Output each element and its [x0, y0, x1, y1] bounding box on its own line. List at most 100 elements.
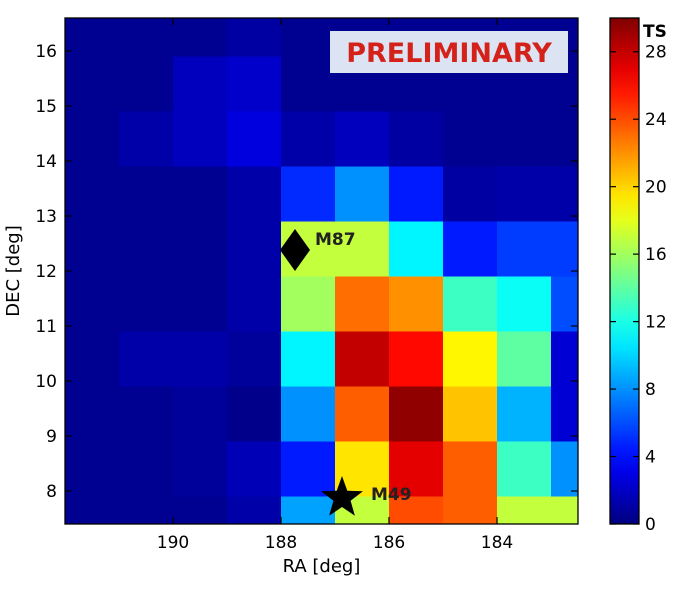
heatmap-cell	[65, 18, 120, 57]
heatmap-cell	[497, 441, 552, 497]
heatmap-cell	[335, 386, 390, 442]
y-axis: 8 9 10 11 12 13 14 15 16	[35, 42, 578, 502]
heatmap-cell	[119, 166, 174, 222]
heatmap-cell	[173, 18, 228, 57]
y-tick-label: 15	[35, 97, 57, 117]
preliminary-background	[330, 31, 568, 73]
colorbar-tick-label: 12	[645, 313, 667, 333]
colorbar-tick-label: 0	[645, 515, 656, 535]
heatmap-cell	[389, 276, 444, 332]
heatmap-cell	[119, 221, 174, 277]
x-axis: 190 188 186 184	[157, 18, 513, 553]
heatmap-cell	[119, 18, 174, 57]
heatmap-cell	[173, 331, 228, 387]
heatmap-cells	[65, 18, 579, 525]
y-tick-label: 11	[35, 317, 57, 337]
colorbar-ticks: 0 4 8 12 16 20 24 28	[610, 43, 667, 535]
heatmap-cell	[173, 166, 228, 222]
heatmap-cell	[389, 331, 444, 387]
colorbar-tick-label: 8	[645, 380, 656, 400]
y-tick-label: 8	[46, 482, 57, 502]
preliminary-text: PRELIMINARY	[346, 38, 552, 69]
heatmap-cell	[551, 386, 579, 442]
y-tick-label: 14	[35, 152, 57, 172]
heatmap-cell	[119, 56, 174, 112]
heatmap-cell	[227, 111, 282, 167]
heatmap-cell	[173, 221, 228, 277]
y-tick-label: 13	[35, 207, 57, 227]
heatmap-cell	[335, 111, 390, 167]
heatmap-cell	[65, 276, 120, 332]
heatmap-cell	[443, 276, 498, 332]
heatmap-cell	[281, 56, 336, 112]
heatmap-cell	[497, 386, 552, 442]
heatmap-cell	[389, 111, 444, 167]
heatmap-cell	[443, 386, 498, 442]
heatmap-cell	[65, 166, 120, 222]
heatmap-cell	[551, 331, 579, 387]
heatmap-cell	[173, 496, 228, 525]
y-tick-label: 9	[46, 427, 57, 447]
x-axis-label: RA [deg]	[283, 556, 361, 577]
x-tick-label: 184	[481, 533, 513, 553]
colorbar	[609, 17, 640, 525]
x-tick-label: 188	[265, 533, 297, 553]
heatmap-cell	[173, 441, 228, 497]
colorbar-tick-label: 4	[645, 448, 656, 468]
heatmap-cell	[281, 111, 336, 167]
heatmap-cell	[173, 386, 228, 442]
heatmap-cell	[227, 441, 282, 497]
heatmap-cell	[551, 276, 579, 332]
heatmap-cell	[65, 496, 120, 525]
heatmap-cell	[119, 111, 174, 167]
heatmap-cell	[335, 166, 390, 222]
colorbar-tick-label: 20	[645, 178, 667, 198]
heatmap-cell	[119, 386, 174, 442]
colorbar-title: TS	[643, 22, 667, 42]
heatmap-cell	[227, 56, 282, 112]
y-axis-label: DEC [deg]	[3, 225, 24, 317]
heatmap-cell	[497, 331, 552, 387]
source-markers: M87 M49	[280, 229, 412, 516]
heatmap-cell	[281, 166, 336, 222]
heatmap-cell	[227, 221, 282, 277]
y-tick-label: 10	[35, 372, 57, 392]
preliminary-annotation: PRELIMINARY	[330, 31, 568, 73]
m49-label: M49	[371, 485, 412, 505]
heatmap-cell	[227, 166, 282, 222]
colorbar-tick-label: 24	[645, 110, 667, 130]
heatmap-cell	[119, 496, 174, 525]
heatmap-cell	[65, 331, 120, 387]
heatmap-cell	[227, 496, 282, 525]
heatmap-cell	[65, 111, 120, 167]
heatmap-cell	[497, 111, 552, 167]
heatmap-cell	[443, 111, 498, 167]
heatmap-cell	[551, 166, 579, 222]
heatmap-cell	[65, 221, 120, 277]
m87-label: M87	[315, 230, 356, 250]
heatmap-cell	[443, 166, 498, 222]
heatmap-cell	[335, 331, 390, 387]
m49-star-marker	[321, 476, 363, 516]
heatmap-cell	[173, 111, 228, 167]
heatmap-cell	[281, 18, 336, 57]
heatmap-cell	[335, 221, 390, 277]
heatmap-cell	[119, 276, 174, 332]
heatmap-cell	[281, 496, 336, 525]
x-tick-label: 186	[373, 533, 405, 553]
heatmap-cell	[281, 386, 336, 442]
heatmap-cell	[443, 331, 498, 387]
heatmap-cell	[227, 276, 282, 332]
heatmap-cell	[551, 111, 579, 167]
m87-diamond-marker	[280, 229, 310, 271]
colorbar-tick-label: 16	[645, 245, 667, 265]
heatmap-cell	[443, 496, 498, 525]
heatmap-cell	[551, 496, 579, 525]
heatmap-cell	[389, 166, 444, 222]
heatmap-cell	[551, 441, 579, 497]
heatmap-cell	[443, 221, 498, 277]
heatmap-cell	[497, 496, 552, 525]
colorbar-tick-label: 28	[645, 43, 667, 63]
heatmap-cell	[65, 441, 120, 497]
